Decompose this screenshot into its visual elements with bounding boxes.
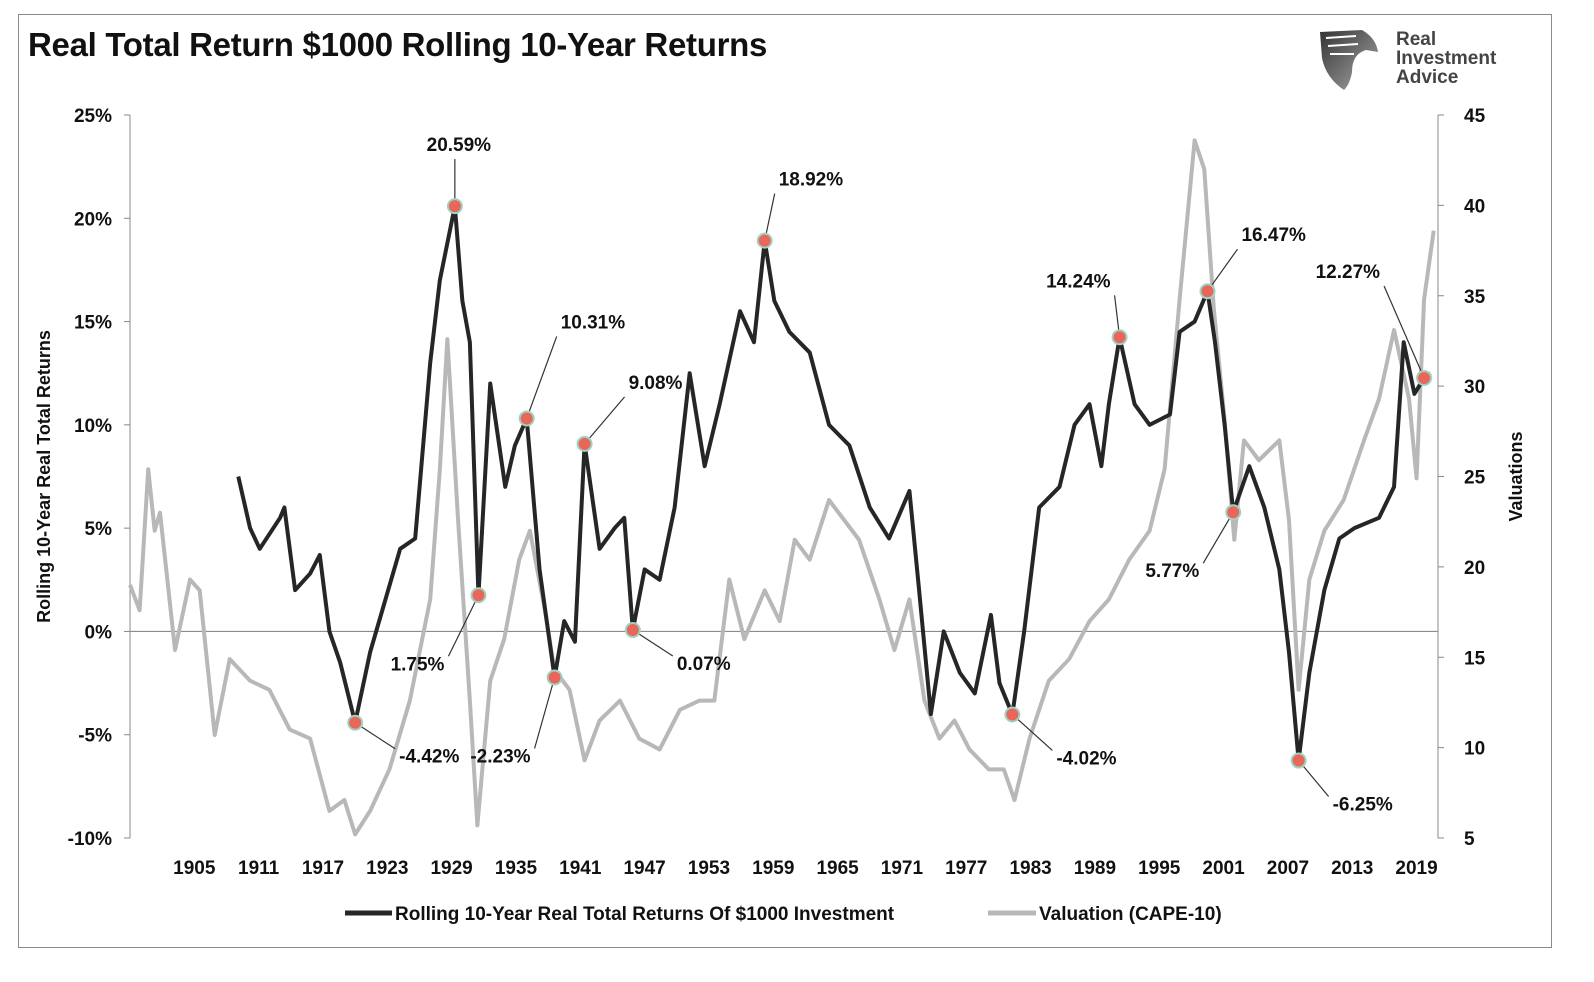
- annotation-label: 5.77%: [1145, 561, 1199, 582]
- y-tick-label: 0%: [85, 622, 113, 643]
- annotation-marker: [756, 232, 773, 249]
- annotation-marker: [1199, 283, 1216, 300]
- x-tick-label: 1935: [495, 858, 538, 879]
- annotation-leader: [1011, 714, 1053, 751]
- x-tick-label: 1953: [688, 858, 730, 879]
- annotation-marker: [1004, 706, 1021, 723]
- y-tick-label: 5%: [85, 519, 113, 540]
- y2-axis-label: Valuations: [1506, 431, 1526, 521]
- annotation-leader: [1207, 248, 1238, 292]
- x-tick-label: 2019: [1395, 858, 1437, 879]
- x-tick-label: 1971: [881, 858, 924, 879]
- x-tick-label: 1941: [559, 858, 602, 879]
- annotation-leader: [1383, 285, 1425, 379]
- annotation-label: -4.42%: [399, 747, 459, 768]
- chart-frame: [18, 14, 1552, 948]
- x-tick-label: 1959: [752, 858, 794, 879]
- y-tick-label: 10%: [74, 416, 112, 437]
- y2-tick-label: 5: [1464, 829, 1475, 850]
- annotation-label: 14.24%: [1046, 271, 1111, 292]
- annotation-label: 9.08%: [629, 373, 683, 394]
- y-tick-label: -10%: [68, 829, 112, 850]
- legend-label-cape: Valuation (CAPE-10): [1039, 904, 1222, 925]
- y-axis-label: Rolling 10-Year Real Total Returns: [34, 330, 54, 623]
- y2-tick-label: 25: [1464, 468, 1486, 489]
- x-tick-label: 1911: [238, 858, 280, 879]
- annotation-marker: [347, 714, 364, 731]
- annotation-marker: [1416, 369, 1433, 386]
- y2-tick-label: 10: [1464, 739, 1485, 760]
- y2-tick-label: 45: [1464, 106, 1486, 127]
- logo-text: Real Investment Advice: [1396, 29, 1497, 88]
- x-tick-label: 1995: [1138, 858, 1181, 879]
- legend-label-returns: Rolling 10-Year Real Total Returns Of $1…: [395, 904, 895, 925]
- chart-title: Real Total Return $1000 Rolling 10-Year …: [28, 26, 768, 63]
- annotation-leader: [526, 336, 558, 419]
- y-tick-label: 20%: [74, 209, 112, 230]
- annotation-label: 12.27%: [1316, 262, 1381, 283]
- x-tick-label: 1983: [1009, 858, 1051, 879]
- annotation-marker: [1111, 329, 1128, 346]
- annotation-leader: [1202, 511, 1234, 564]
- annotation-marker: [1290, 752, 1307, 769]
- y2-tick-label: 20: [1464, 558, 1485, 579]
- y2-tick-label: 40: [1464, 196, 1485, 217]
- x-tick-label: 1977: [945, 858, 987, 879]
- annotation-marker: [518, 410, 535, 427]
- y2-tick-label: 30: [1464, 377, 1485, 398]
- x-tick-label: 1947: [623, 858, 665, 879]
- annotation-leader: [447, 595, 479, 657]
- logo: Real Investment Advice: [1316, 28, 1516, 92]
- annotation-leader: [533, 677, 556, 749]
- annotation-leader: [584, 396, 626, 445]
- annotation-label: 10.31%: [561, 312, 626, 333]
- annotation-label: -4.02%: [1056, 748, 1116, 769]
- annotation-label: -2.23%: [470, 746, 530, 767]
- x-tick-label: 1929: [430, 858, 472, 879]
- annotation-marker: [546, 669, 563, 686]
- annotation-marker: [470, 587, 487, 604]
- x-tick-label: 2007: [1267, 858, 1309, 879]
- annotation-label: 20.59%: [427, 135, 492, 156]
- y-tick-label: 25%: [74, 106, 112, 127]
- annotation-leader: [764, 193, 776, 241]
- x-tick-label: 1923: [366, 858, 408, 879]
- annotation-label: 16.47%: [1241, 225, 1306, 246]
- series-line-returns: [236, 204, 1432, 763]
- annotation-label: 1.75%: [391, 654, 445, 675]
- y2-tick-label: 35: [1464, 287, 1486, 308]
- x-tick-label: 1917: [302, 858, 344, 879]
- x-tick-label: 2013: [1331, 858, 1373, 879]
- x-tick-label: 2001: [1202, 858, 1245, 879]
- annotation-label: -6.25%: [1333, 795, 1393, 816]
- annotation-marker: [624, 621, 641, 638]
- x-tick-label: 1989: [1074, 858, 1116, 879]
- annotation-label: 18.92%: [779, 170, 844, 191]
- y2-tick-label: 15: [1464, 648, 1486, 669]
- y-tick-label: -5%: [78, 726, 112, 747]
- y-tick-label: 15%: [74, 313, 112, 334]
- x-tick-label: 1965: [816, 858, 859, 879]
- annotation-marker: [1225, 504, 1242, 521]
- x-tick-label: 1905: [173, 858, 216, 879]
- annotation-marker: [576, 435, 593, 452]
- annotation-marker: [446, 198, 463, 215]
- eagle-shield-icon: [1320, 30, 1378, 90]
- series-line-cape: [128, 138, 1436, 837]
- annotation-label: 0.07%: [677, 654, 731, 675]
